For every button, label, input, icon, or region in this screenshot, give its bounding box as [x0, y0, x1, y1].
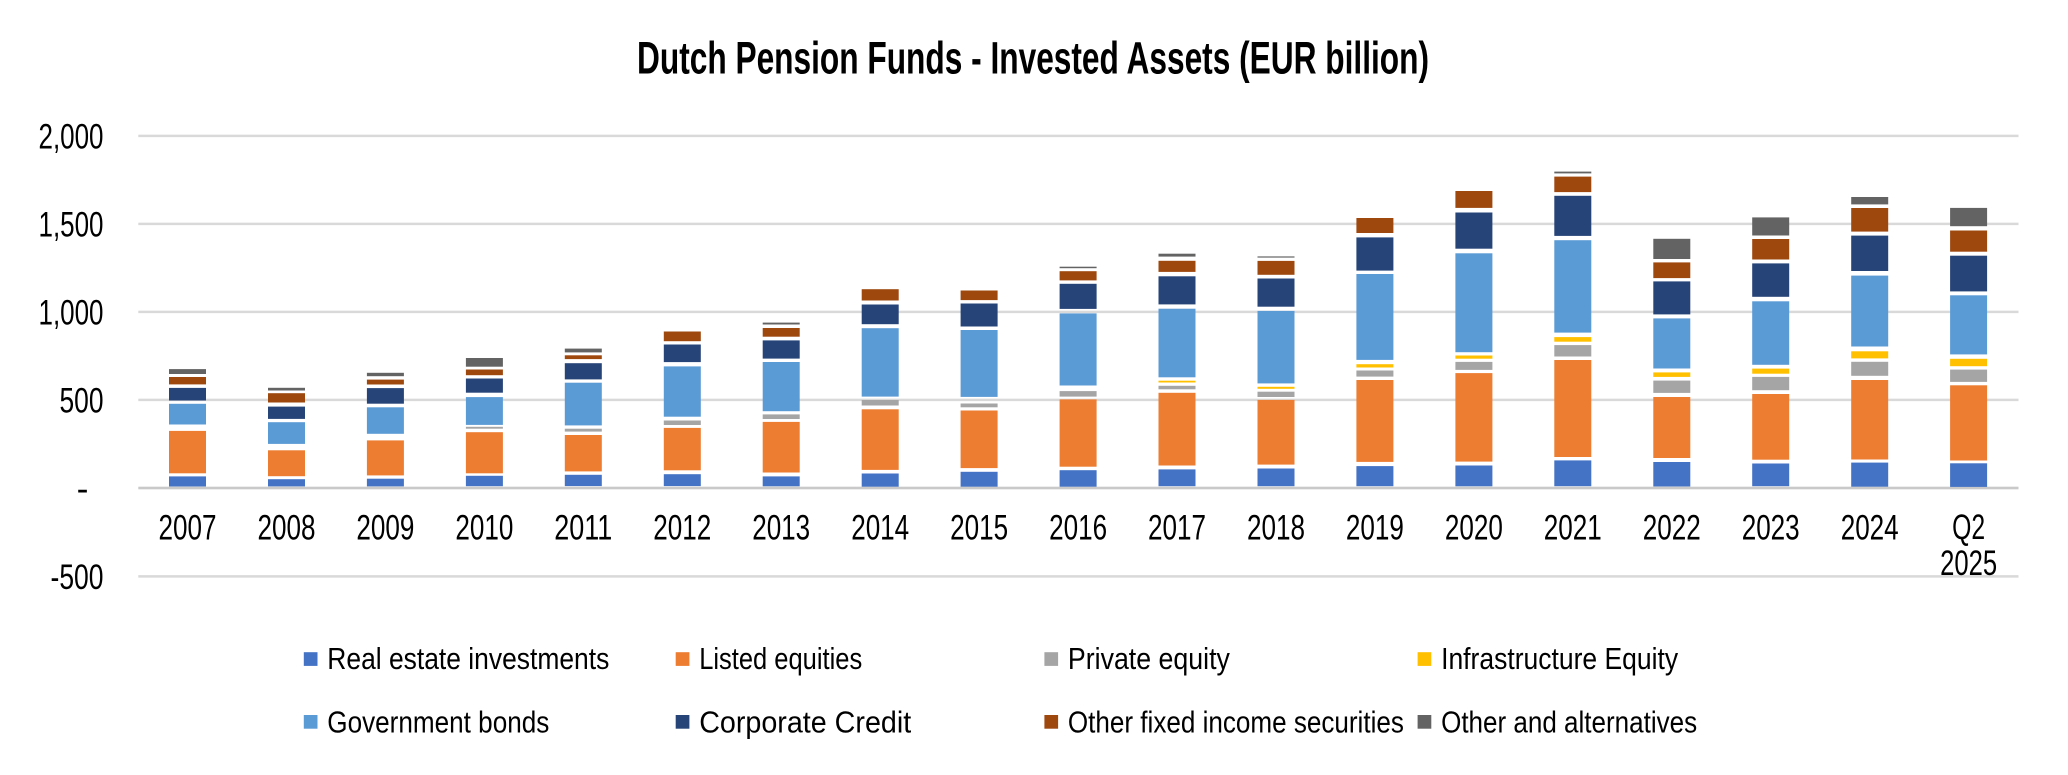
- svg-text:2009: 2009: [356, 508, 414, 548]
- svg-text:2019: 2019: [1346, 508, 1404, 548]
- svg-text:2020: 2020: [1445, 508, 1503, 548]
- svg-text:2008: 2008: [258, 508, 316, 548]
- svg-text:-500: -500: [51, 557, 104, 597]
- svg-text:Corporate Credit: Corporate Credit: [699, 704, 911, 739]
- svg-text:2017: 2017: [1148, 508, 1206, 548]
- svg-text:Q2: Q2: [1952, 507, 1985, 547]
- svg-text:1,000: 1,000: [39, 292, 104, 332]
- svg-text:Dutch Pension Funds - Invested: Dutch Pension Funds - Invested Assets (E…: [637, 33, 1429, 84]
- svg-text:2010: 2010: [455, 508, 513, 548]
- svg-text:Other fixed income securities: Other fixed income securities: [1068, 704, 1404, 739]
- svg-text:Government bonds: Government bonds: [327, 704, 549, 739]
- svg-text:Infrastructure Equity: Infrastructure Equity: [1441, 641, 1678, 676]
- svg-text:2015: 2015: [950, 508, 1008, 548]
- svg-text:-: -: [77, 468, 89, 508]
- svg-text:2012: 2012: [653, 508, 711, 548]
- svg-text:2025: 2025: [1940, 543, 1997, 583]
- svg-text:500: 500: [60, 380, 104, 420]
- svg-text:1,500: 1,500: [39, 204, 104, 244]
- svg-text:2014: 2014: [851, 508, 909, 548]
- svg-text:2023: 2023: [1742, 508, 1800, 548]
- svg-text:2024: 2024: [1841, 508, 1899, 548]
- svg-text:Other and alternatives: Other and alternatives: [1441, 704, 1697, 739]
- svg-text:2013: 2013: [752, 508, 810, 548]
- svg-text:2007: 2007: [159, 508, 217, 548]
- svg-text:Listed equities: Listed equities: [699, 641, 862, 676]
- svg-text:Private equity: Private equity: [1068, 641, 1230, 676]
- svg-text:2021: 2021: [1544, 508, 1602, 548]
- svg-text:2016: 2016: [1049, 508, 1107, 548]
- svg-text:2022: 2022: [1643, 508, 1701, 548]
- svg-text:Real estate investments: Real estate investments: [327, 641, 609, 676]
- svg-text:2011: 2011: [554, 508, 612, 548]
- svg-text:2018: 2018: [1247, 508, 1305, 548]
- svg-text:2,000: 2,000: [39, 116, 104, 156]
